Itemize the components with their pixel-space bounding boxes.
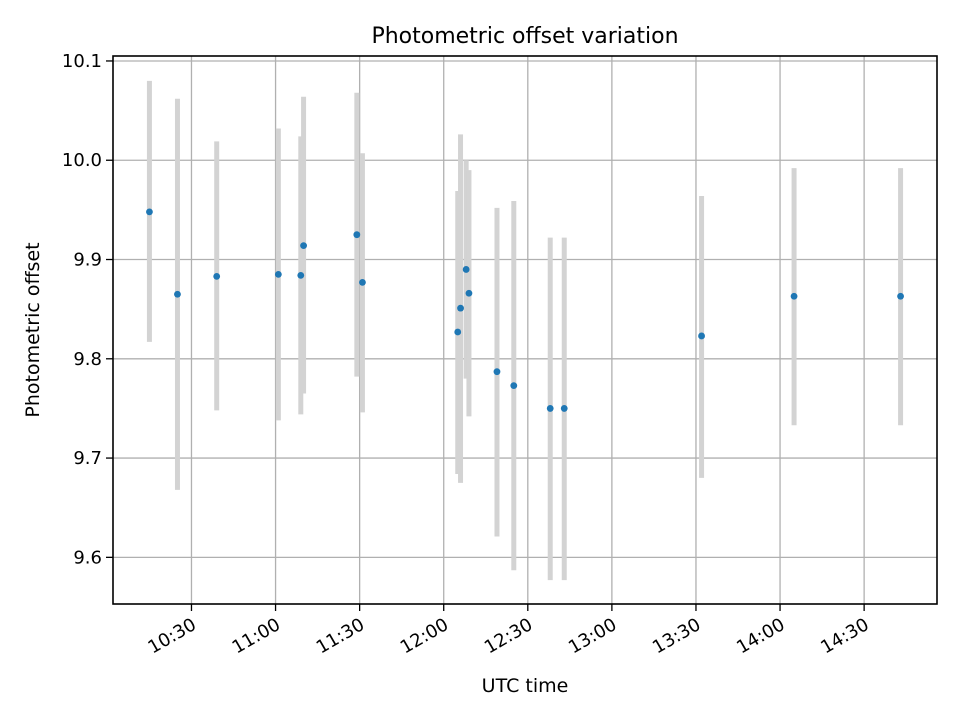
- data-point: [897, 292, 904, 300]
- data-point: [560, 405, 568, 412]
- data-point: [146, 208, 153, 216]
- x-tick-label: 13:30: [649, 614, 704, 658]
- x-tick-label: 14:30: [817, 614, 872, 658]
- x-tick-label: 11:00: [229, 614, 284, 658]
- data-point: [546, 405, 554, 412]
- y-tick-label: 10.0: [62, 150, 102, 171]
- data-point: [297, 271, 305, 279]
- plot-frame: [112, 55, 938, 605]
- x-tick-label: 12:30: [481, 614, 536, 658]
- y-axis-ticks: 9.6 9.7 9.8 9.9 10.0 10.1: [62, 51, 113, 568]
- data-point: [790, 292, 798, 300]
- y-tick-label: 10.1: [62, 51, 102, 72]
- data-point: [174, 290, 181, 298]
- y-tick-label: 9.9: [73, 250, 102, 271]
- data-point: [353, 231, 361, 239]
- y-tick-label: 9.6: [73, 547, 102, 568]
- chart-title: Photometric offset variation: [371, 24, 678, 49]
- x-axis-ticks: 10:30 11:00 11:30 12:00 12:30 13:00 13:30 14:00…: [145, 604, 873, 658]
- data-point: [300, 242, 307, 250]
- y-tick-label: 9.8: [73, 349, 102, 370]
- x-axis-label: UTC time: [482, 675, 569, 697]
- data-point: [465, 289, 473, 297]
- x-tick-label: 14:00: [733, 614, 788, 658]
- data-point: [359, 278, 366, 286]
- x-tick-label: 13:00: [565, 614, 620, 658]
- y-axis-label: Photometric offset: [22, 242, 44, 417]
- x-grid: [190, 56, 865, 604]
- data-points: [146, 208, 904, 412]
- error-bars: [146, 80, 904, 581]
- x-tick-label: 11:30: [313, 614, 368, 658]
- data-point: [457, 304, 464, 312]
- data-point: [462, 266, 470, 273]
- x-tick-label: 10:30: [145, 614, 200, 658]
- data-point: [274, 271, 282, 278]
- y-tick-label: 9.7: [73, 448, 102, 469]
- data-point: [454, 328, 462, 336]
- y-grid: [113, 60, 937, 558]
- x-tick-label: 12:00: [397, 614, 452, 658]
- data-point: [493, 368, 501, 376]
- data-point: [213, 272, 221, 280]
- data-point: [510, 382, 518, 389]
- data-point: [698, 332, 705, 340]
